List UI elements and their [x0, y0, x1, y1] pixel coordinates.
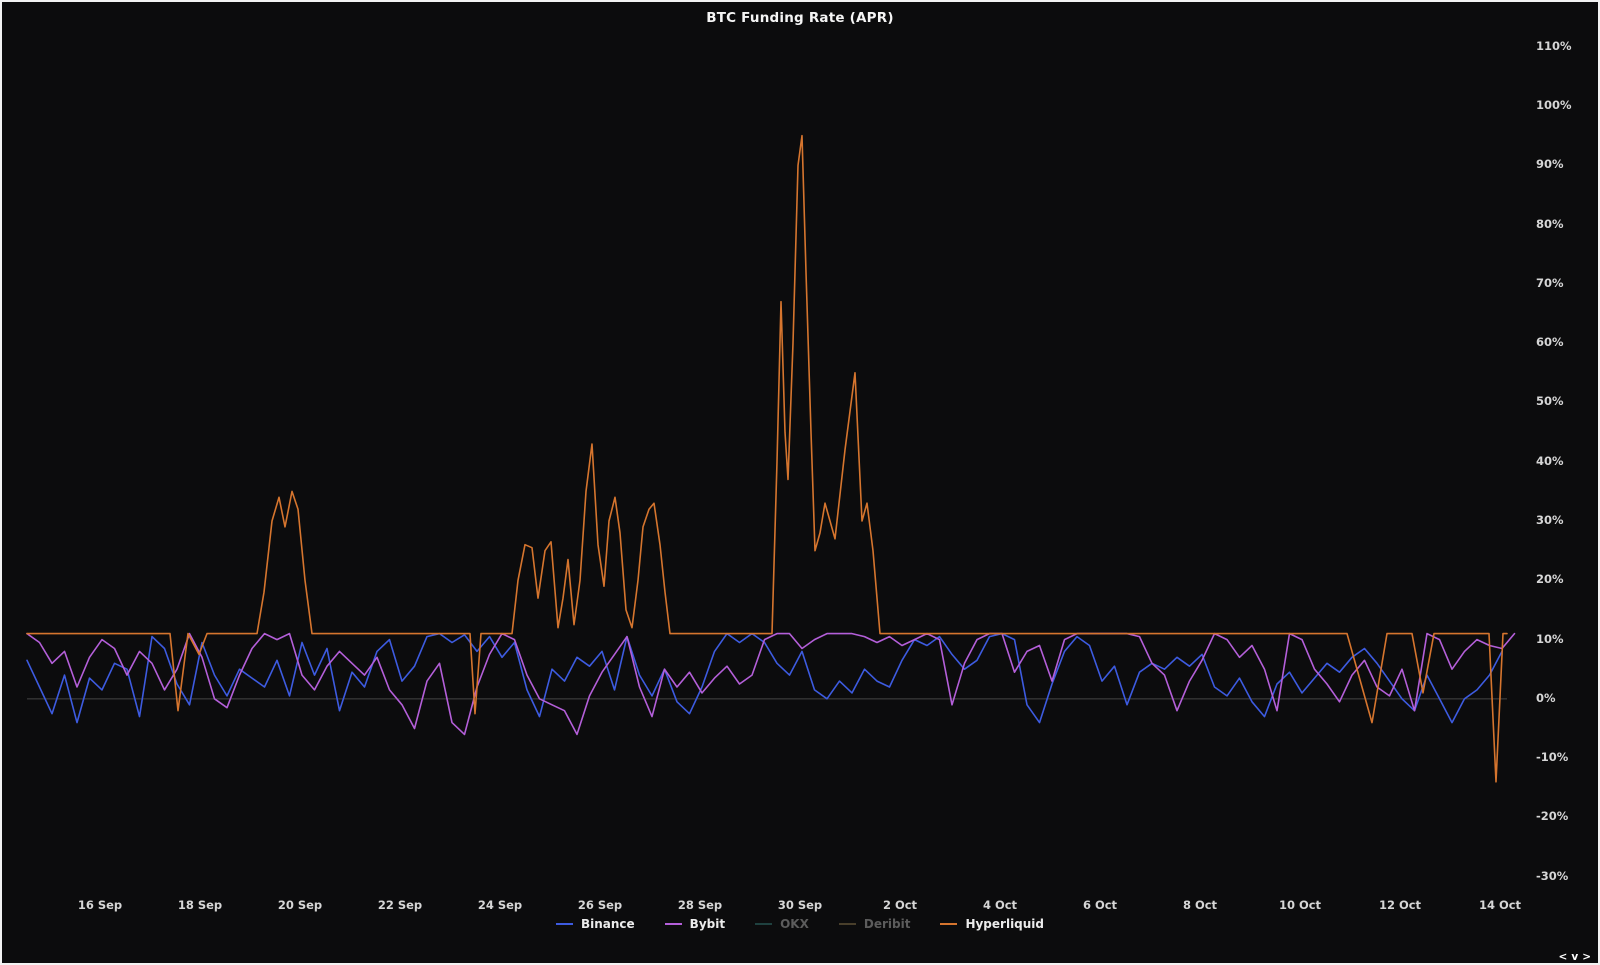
x-axis-tick-label: 4 Oct [982, 898, 1018, 912]
y-axis-tick-label: -30% [1536, 868, 1569, 883]
x-axis-tick-label: 10 Oct [1278, 898, 1322, 912]
y-axis-tick-label: 60% [1536, 335, 1564, 350]
y-axis-tick-label: 50% [1536, 394, 1564, 409]
y-axis-tick-label: 10% [1536, 631, 1564, 646]
chart-title: BTC Funding Rate (APR) [706, 10, 894, 26]
x-axis-tick-label: 22 Sep [377, 898, 423, 912]
y-axis-tick-label: 80% [1536, 216, 1564, 231]
legend-label: Bybit [689, 917, 726, 931]
legend-swatch-binance-icon [555, 923, 573, 925]
legend-item-deribit[interactable]: Deribit [838, 917, 911, 931]
x-axis-tick-label: 24 Sep [477, 898, 523, 912]
legend-swatch-bybit-icon [664, 923, 682, 925]
x-axis-tick-label: 26 Sep [577, 898, 623, 912]
legend-item-bybit[interactable]: Bybit [664, 917, 726, 931]
series-line-binance [26, 632, 1503, 724]
x-axis-tick-label: 30 Sep [777, 898, 823, 912]
legend-label: OKX [780, 917, 809, 931]
legend-swatch-hyperliquid-icon [940, 923, 958, 925]
y-axis-tick-label: 0% [1536, 690, 1556, 705]
x-axis-tick-label: 20 Sep [277, 898, 323, 912]
legend-item-okx[interactable]: OKX [755, 917, 809, 931]
y-axis-tick-label: 110% [1536, 38, 1572, 53]
y-axis-tick-label: 90% [1536, 157, 1564, 172]
legend-label: Deribit [863, 917, 911, 931]
x-axis-tick-label: 28 Sep [677, 898, 723, 912]
series-line-hyperliquid [26, 134, 1508, 783]
legend-label: Binance [580, 917, 635, 931]
pane-scroll-right-button[interactable]: > [1582, 950, 1591, 963]
y-axis-tick-label: 70% [1536, 275, 1564, 290]
x-axis-tick-label: 6 Oct [1082, 898, 1118, 912]
legend: Binance Bybit OKX Deribit Hyperliquid [2, 917, 1598, 931]
legend-label: Hyperliquid [965, 917, 1045, 931]
pane-scroll-left-button[interactable]: < [1558, 950, 1568, 963]
legend-swatch-deribit-icon [838, 923, 856, 925]
y-axis-tick-label: -20% [1536, 809, 1569, 824]
pane-nav: < v > [1558, 950, 1591, 963]
y-axis-tick-label: 40% [1536, 453, 1564, 468]
legend-swatch-okx-icon [755, 923, 773, 925]
legend-item-binance[interactable]: Binance [555, 917, 635, 931]
y-axis-tick-label: 30% [1536, 513, 1564, 528]
legend-item-hyperliquid[interactable]: Hyperliquid [940, 917, 1044, 931]
y-axis-tick-label: -10% [1536, 750, 1569, 765]
y-axis-tick-label: 100% [1536, 98, 1572, 113]
x-axis-tick-label: 12 Oct [1378, 898, 1422, 912]
y-axis-tick-label: 20% [1536, 572, 1564, 587]
pane-scroll-down-button[interactable]: v [1571, 950, 1579, 963]
x-axis-tick-label: 14 Oct [1478, 898, 1522, 912]
x-axis-tick-label: 16 Sep [77, 898, 123, 912]
x-axis-tick-label: 2 Oct [882, 898, 918, 912]
x-axis-tick-label: 18 Sep [177, 898, 223, 912]
x-axis-tick-label: 8 Oct [1182, 898, 1218, 912]
series-line-bybit [26, 632, 1516, 736]
